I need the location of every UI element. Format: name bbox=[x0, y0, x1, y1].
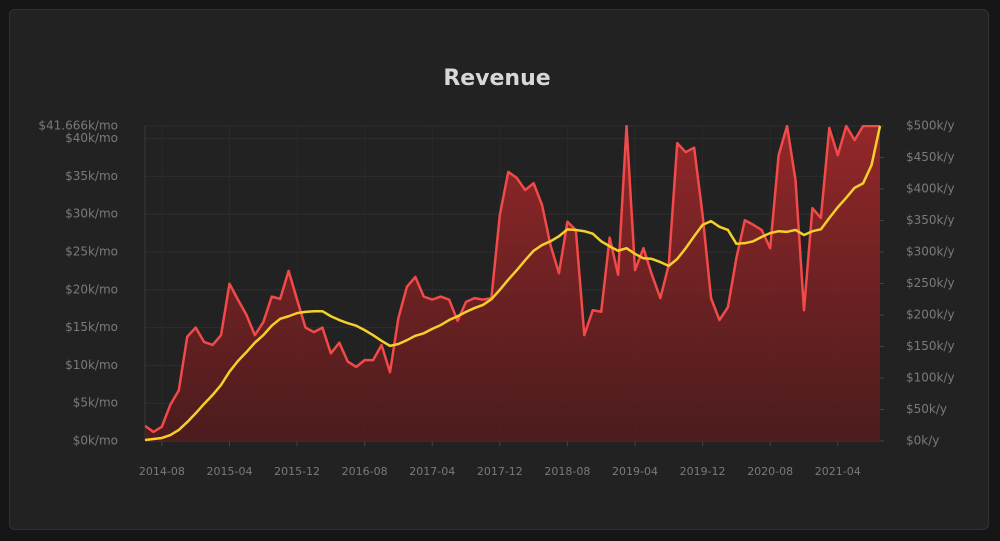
x-tick-label: 2019-12 bbox=[680, 465, 726, 478]
chart-title: Revenue bbox=[443, 66, 550, 91]
y2-tick-label: $50k/y bbox=[906, 402, 947, 416]
x-tick-label: 2016-08 bbox=[342, 465, 388, 478]
y2-tick-label: $500k/y bbox=[906, 119, 955, 133]
x-tick-label: 2021-04 bbox=[815, 465, 861, 478]
y2-tick-label: $200k/y bbox=[906, 308, 955, 322]
x-tick-label: 2015-04 bbox=[206, 465, 252, 478]
x-tick-label: 2014-08 bbox=[139, 465, 185, 478]
y-tick-label: $30k/mo bbox=[65, 207, 118, 221]
x-tick-label: 2015-12 bbox=[274, 465, 320, 478]
y-tick-label: $25k/mo bbox=[65, 244, 118, 258]
y2-tick-label: $250k/y bbox=[906, 276, 955, 290]
series-line bbox=[145, 125, 880, 434]
y2-tick-label: $450k/y bbox=[906, 150, 955, 164]
y2-tick-label: $300k/y bbox=[906, 245, 955, 259]
x-tick-label: 2017-04 bbox=[409, 465, 455, 478]
area-fill bbox=[145, 126, 880, 441]
y-tick-label: $15k/mo bbox=[65, 320, 118, 334]
y-tick-label: $20k/mo bbox=[65, 282, 118, 296]
x-tick-label: 2020-08 bbox=[747, 465, 793, 478]
y2-tick-label: $150k/y bbox=[906, 339, 955, 353]
y2-tick-label: $400k/y bbox=[906, 182, 955, 196]
y2-tick-label: $350k/y bbox=[906, 213, 955, 227]
y-tick-label: $35k/mo bbox=[65, 169, 118, 183]
x-tick-label: 2019-04 bbox=[612, 465, 658, 478]
y-tick-label: $10k/mo bbox=[65, 358, 118, 372]
x-tick-label: 2018-08 bbox=[544, 465, 590, 478]
y-tick-label: $41.666k/mo bbox=[38, 119, 118, 133]
plot bbox=[145, 125, 881, 442]
x-tick-label: 2017-12 bbox=[477, 465, 523, 478]
series-line bbox=[145, 125, 881, 442]
y-tick-label: $0k/mo bbox=[73, 434, 118, 448]
y-tick-label: $40k/mo bbox=[65, 131, 118, 145]
y-tick-label: $5k/mo bbox=[73, 396, 118, 410]
y2-tick-label: $100k/y bbox=[906, 371, 955, 385]
y2-tick-label: $0k/y bbox=[906, 434, 939, 448]
